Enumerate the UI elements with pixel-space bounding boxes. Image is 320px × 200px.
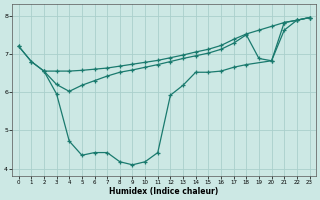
- X-axis label: Humidex (Indice chaleur): Humidex (Indice chaleur): [109, 187, 219, 196]
